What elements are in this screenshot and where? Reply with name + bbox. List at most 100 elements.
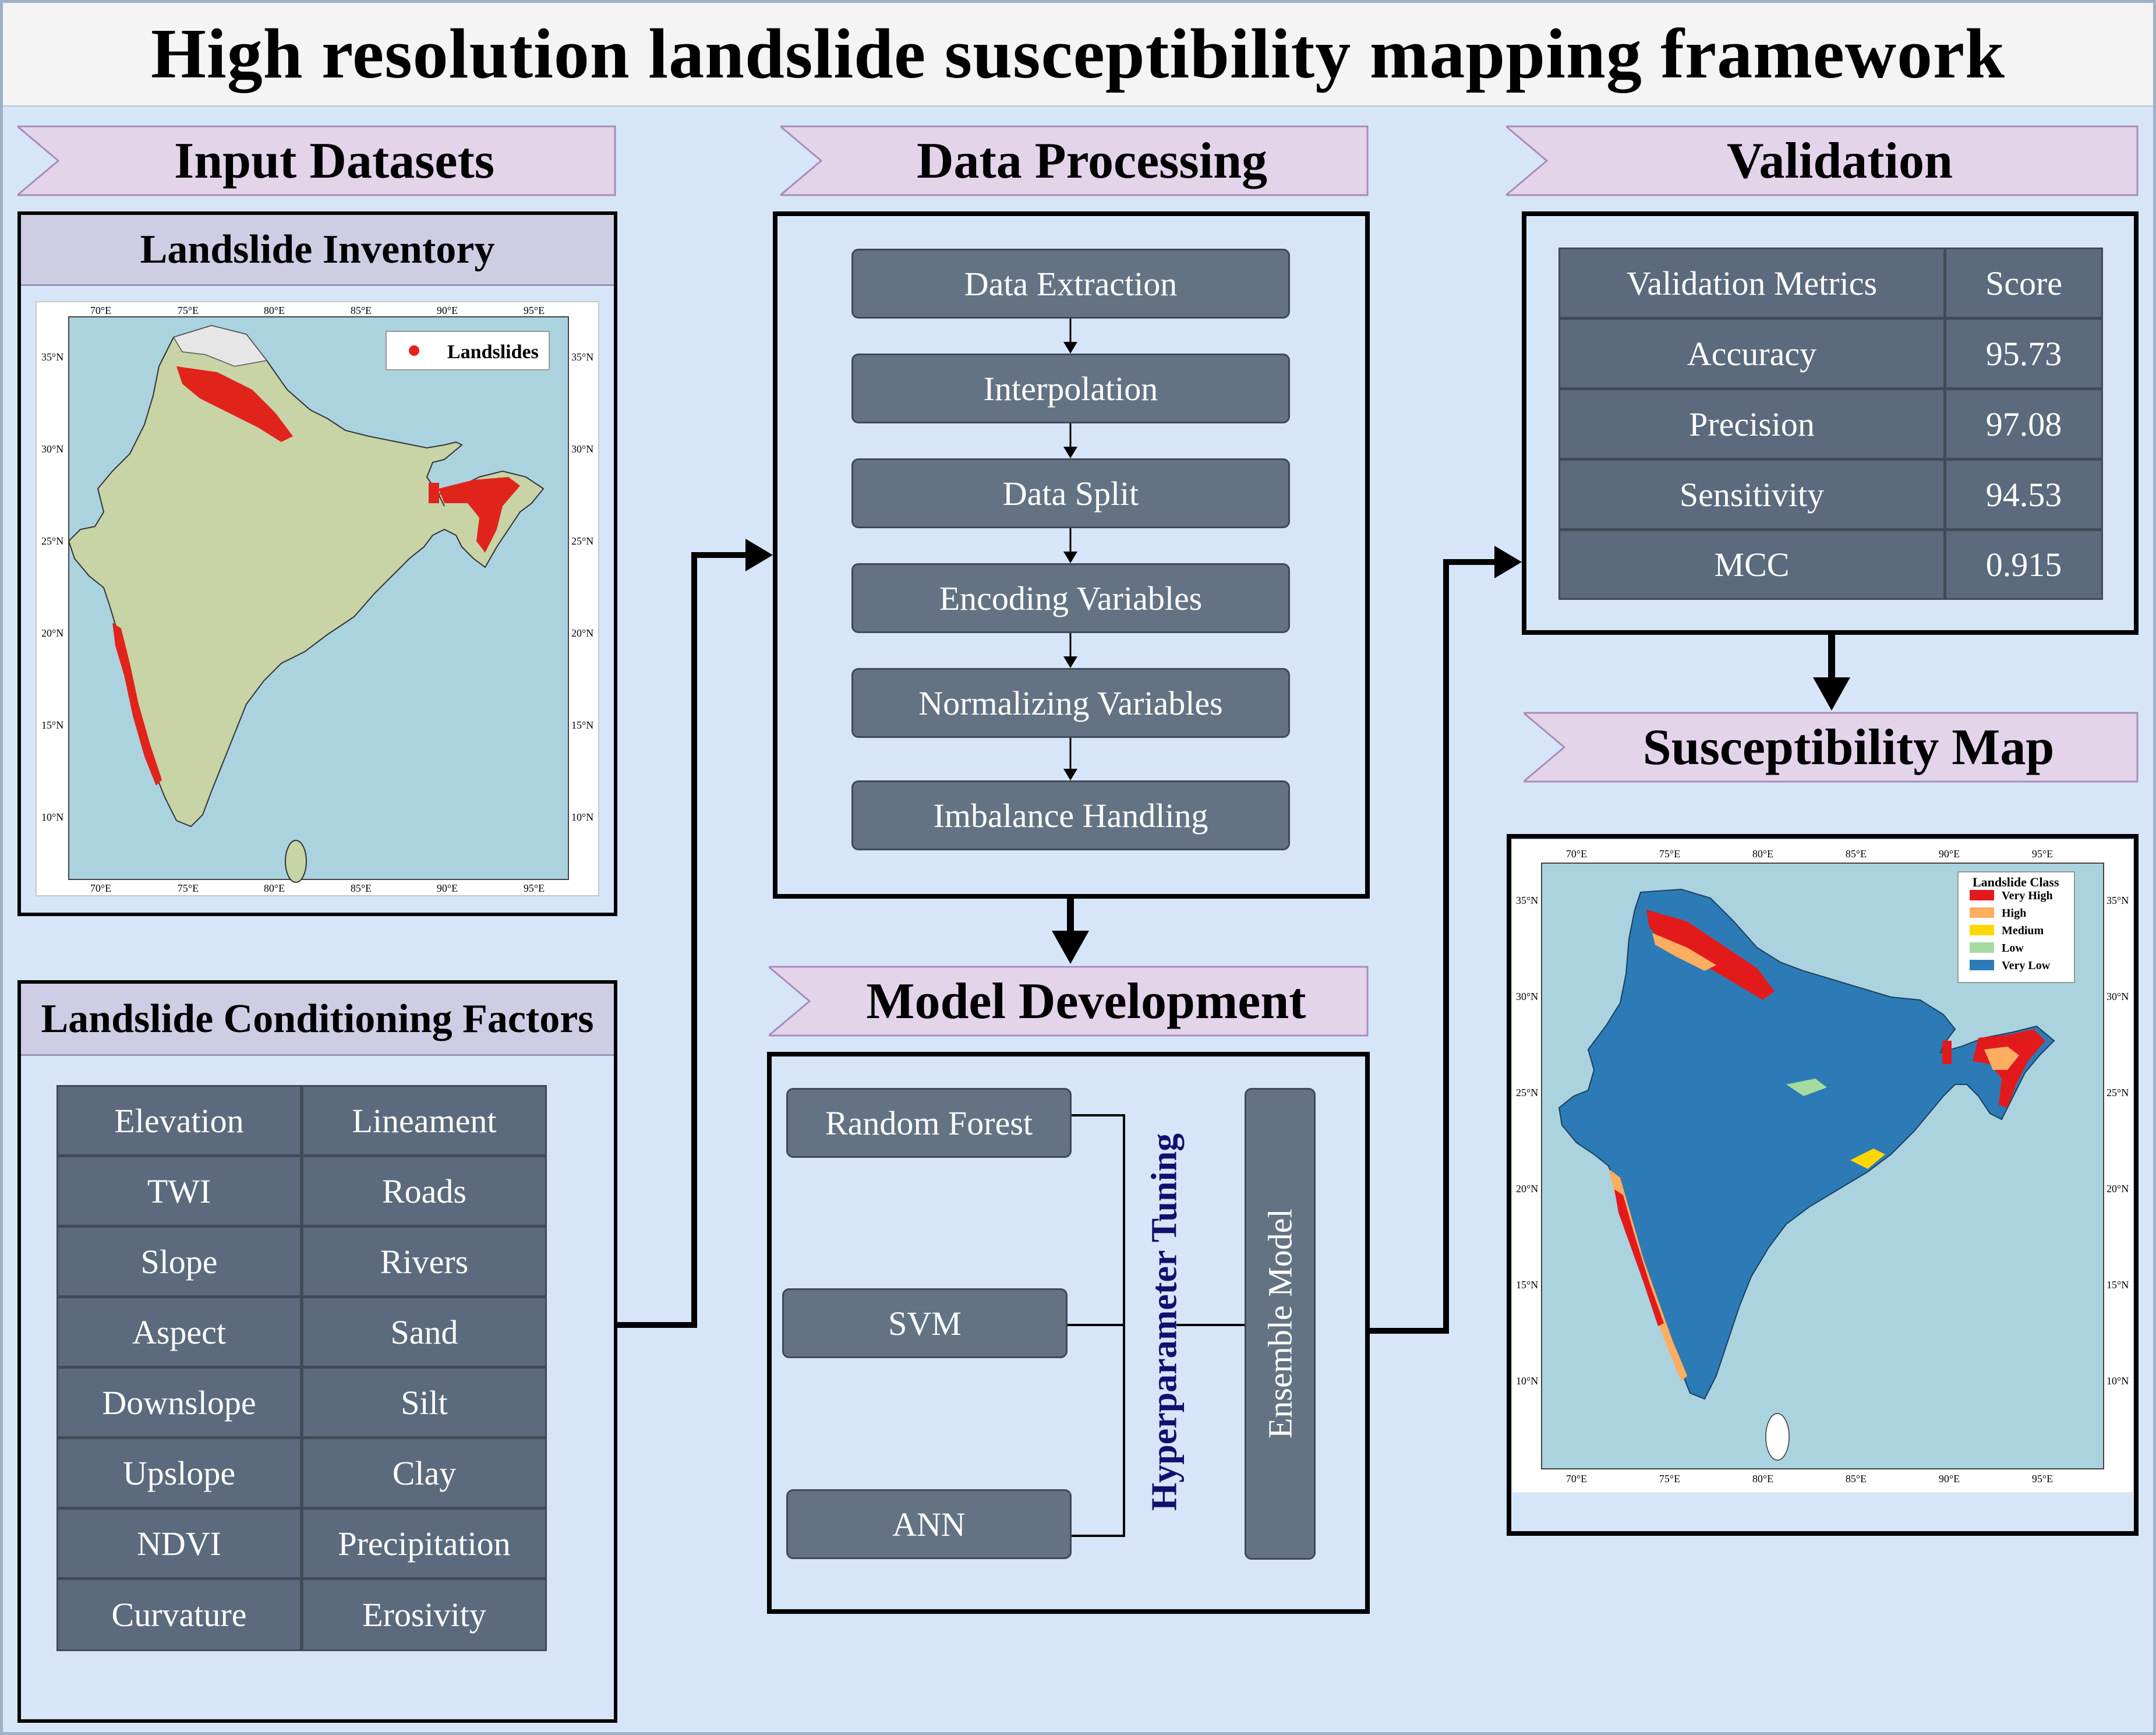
banner-shape xyxy=(1506,125,2139,196)
svg-text:70°E: 70°E xyxy=(1566,1473,1587,1485)
factor-cell: Rivers xyxy=(302,1226,547,1297)
inventory-header: Landslide Inventory xyxy=(21,215,614,286)
svg-text:30°N: 30°N xyxy=(571,443,593,455)
table-cell-metric: Precision xyxy=(1558,388,1945,460)
arrow-factors-to-processing xyxy=(617,552,751,1328)
banner-model-development: Model Development xyxy=(769,966,1369,1037)
svg-text:20°N: 20°N xyxy=(41,627,63,639)
conditioning-header: Landslide Conditioning Factors xyxy=(21,984,614,1056)
model-svm: SVM xyxy=(782,1288,1068,1358)
svg-text:90°E: 90°E xyxy=(1939,1473,1960,1485)
svg-text:80°E: 80°E xyxy=(1752,848,1773,860)
arrow-model-to-validation xyxy=(1370,559,1500,1334)
svg-text:75°E: 75°E xyxy=(1659,1473,1680,1485)
svg-text:35°N: 35°N xyxy=(571,351,593,363)
svg-text:30°N: 30°N xyxy=(1516,991,1538,1002)
processing-step: Encoding Variables xyxy=(851,563,1290,633)
table-cell-score: 97.08 xyxy=(1945,388,2103,460)
svg-text:80°E: 80°E xyxy=(264,305,285,316)
susceptibility-landmass xyxy=(1558,888,2055,1400)
svg-text:35°N: 35°N xyxy=(2106,895,2129,906)
svg-text:70°E: 70°E xyxy=(1566,848,1587,860)
table-cell-score: 94.53 xyxy=(1945,459,2103,530)
factor-cell: Silt xyxy=(302,1367,547,1438)
svg-text:95°E: 95°E xyxy=(524,882,545,894)
banner-input-datasets: Input Datasets xyxy=(17,125,616,196)
banner-shape xyxy=(1524,712,2139,783)
landslide-points xyxy=(112,366,520,786)
arrowhead xyxy=(1813,677,1850,711)
svg-text:35°N: 35°N xyxy=(41,351,63,363)
table-header-metric: Validation Metrics xyxy=(1558,248,1945,319)
arrowhead xyxy=(1052,931,1089,964)
legend-label: Very High xyxy=(2002,889,2053,902)
table-cell-score: 95.73 xyxy=(1945,318,2103,389)
factor-cell: NDVI xyxy=(56,1508,302,1579)
svg-text:75°E: 75°E xyxy=(1659,848,1680,860)
inventory-axis-ticks-lat: 35°N 30°N 25°N 20°N 15°N 10°N 35°N 30°N … xyxy=(41,351,593,823)
page-title: High resolution landslide susceptibility… xyxy=(3,3,2153,107)
arrowhead xyxy=(1494,546,1522,578)
legend-label: High xyxy=(2002,907,2026,920)
factor-cell: Slope xyxy=(56,1226,302,1297)
tuning-text: Hyperparameter Tuning xyxy=(1144,1133,1185,1511)
svg-text:70°E: 70°E xyxy=(90,882,111,894)
svg-text:20°N: 20°N xyxy=(2106,1183,2129,1195)
legend-label: Low xyxy=(2002,942,2024,955)
factor-cell: Roads xyxy=(302,1156,547,1227)
section-title-susceptibility: Susceptibility Map xyxy=(1642,719,2055,776)
inventory-map-svg: Landslides 70°E 75°E 80°E 85°E 90°E 95°E… xyxy=(41,305,593,894)
kashmir-region xyxy=(172,325,268,367)
factor-cell: TWI xyxy=(56,1156,302,1227)
susceptibility-map: Landslide Class Very High High Medium Low Ve… xyxy=(1512,840,2133,1492)
susceptibility-legend-title: Landslide Class xyxy=(1973,875,2059,889)
svg-text:15°N: 15°N xyxy=(571,719,593,731)
svg-text:20°N: 20°N xyxy=(1516,1183,1538,1195)
svg-text:30°N: 30°N xyxy=(2106,991,2129,1002)
legend-swatch xyxy=(1970,960,1994,970)
banner-susceptibility-map: Susceptibility Map xyxy=(1524,712,2139,783)
processing-step: Data Extraction xyxy=(851,249,1290,319)
svg-text:25°N: 25°N xyxy=(41,535,63,547)
svg-text:85°E: 85°E xyxy=(1846,1473,1867,1485)
svg-text:15°N: 15°N xyxy=(41,719,63,731)
factor-cell: Precipitation xyxy=(302,1508,547,1579)
ensemble-text: Ensemble Model xyxy=(1261,1209,1299,1439)
susceptibility-legend-items: Very High High Medium Low Very Low xyxy=(1970,889,2053,972)
landslide-inventory-panel: Landslide Inventory Landslides 70°E 75°E xyxy=(17,211,617,916)
legend-swatch xyxy=(1970,925,1994,935)
svg-text:75°E: 75°E xyxy=(178,305,199,316)
table-header-score: Score xyxy=(1945,248,2103,319)
legend-swatch xyxy=(1970,942,1994,953)
model-random-forest: Random Forest xyxy=(786,1088,1072,1158)
arrowhead xyxy=(745,539,773,571)
legend-swatch xyxy=(1970,907,1994,918)
india-landmass xyxy=(68,324,545,828)
svg-text:70°E: 70°E xyxy=(90,305,111,316)
ensemble-model-box: Ensemble Model xyxy=(1245,1088,1316,1560)
svg-text:75°E: 75°E xyxy=(178,882,199,894)
svg-text:85°E: 85°E xyxy=(351,882,372,894)
sri-lanka xyxy=(285,840,307,883)
banner-validation: Validation xyxy=(1506,125,2139,196)
legend-label: Medium xyxy=(2002,924,2044,937)
factor-cell: Lineament xyxy=(302,1085,547,1156)
section-title-model: Model Development xyxy=(866,973,1306,1030)
susceptibility-map-svg: Landslide Class Very HighHighMediumLowVe… xyxy=(1516,848,2129,1485)
susceptibility-zones xyxy=(1609,910,2045,1381)
factor-cell: Downslope xyxy=(56,1367,302,1438)
legend-swatch xyxy=(1970,890,1994,900)
svg-text:90°E: 90°E xyxy=(1939,848,1960,860)
svg-text:95°E: 95°E xyxy=(2032,1473,2053,1485)
factor-cell: Elevation xyxy=(56,1085,302,1156)
svg-text:30°N: 30°N xyxy=(41,443,63,455)
svg-text:25°N: 25°N xyxy=(1516,1087,1538,1098)
processing-step: Interpolation xyxy=(851,354,1290,423)
processing-step: Normalizing Variables xyxy=(851,668,1290,738)
inventory-legend-label: Landslides xyxy=(447,341,539,363)
table-cell-metric: MCC xyxy=(1558,529,1945,600)
banner-shape xyxy=(769,966,1369,1037)
svg-text:90°E: 90°E xyxy=(437,305,458,316)
legend-label: Very Low xyxy=(2002,959,2051,972)
svg-text:80°E: 80°E xyxy=(1752,1473,1773,1485)
